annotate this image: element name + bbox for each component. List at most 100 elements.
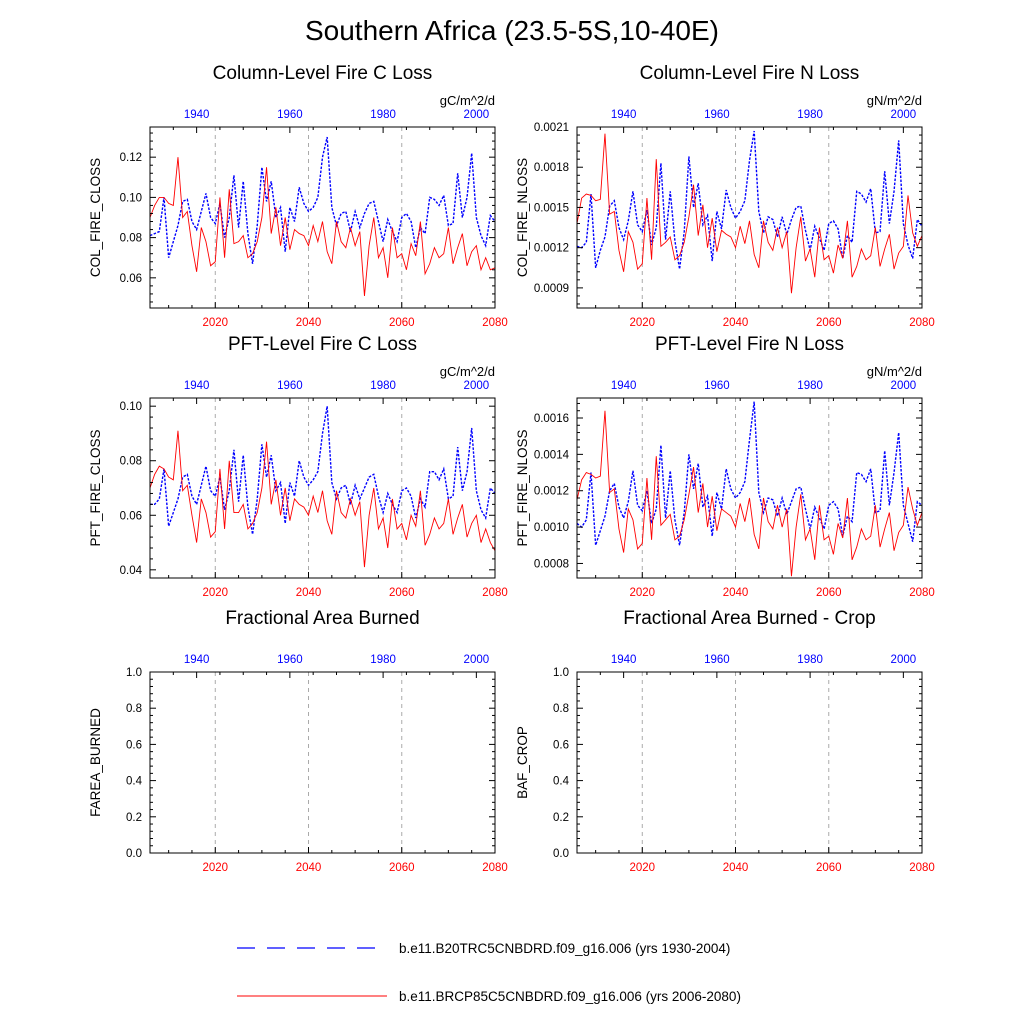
x-tick-label-top: 1960 [704,380,730,392]
x-tick-label-top: 1980 [797,109,823,121]
y-axis-label: FAREA_BURNED [88,708,103,817]
x-tick-label-top: 1980 [797,654,823,666]
x-tick-label-bottom: 2060 [816,587,842,599]
panel-title: Fractional Area Burned - Crop [623,608,875,629]
x-tick-label-bottom: 2040 [296,587,322,599]
y-tick-label: 0.08 [120,233,142,245]
plot-frame [149,671,496,854]
y-tick-label: 0.4 [126,776,143,788]
x-tick-label-bottom: 2040 [723,587,749,599]
y-tick-label: 0.0008 [534,558,569,570]
units-label: gC/m^2/d [440,93,495,108]
series-line-b20trc [576,130,923,270]
y-tick-label: 0.0016 [534,413,569,425]
x-tick-label-bottom: 2080 [482,587,508,599]
series-line-brcp85 [576,133,923,294]
x-tick-label-bottom: 2020 [629,317,655,329]
x-tick-label-top: 2000 [464,380,490,392]
x-tick-label-bottom: 2060 [389,862,415,874]
y-axis-label: PFT_FIRE_NLOSS [515,429,530,546]
x-tick-label-bottom: 2040 [723,862,749,874]
x-tick-label-top: 1980 [797,380,823,392]
y-tick-label: 0.0 [126,848,142,860]
y-tick-label: 0.2 [126,812,142,824]
x-tick-label-top: 2000 [891,654,917,666]
y-tick-label: 0.0009 [534,283,569,295]
plot-frame [576,126,923,309]
chart-panel: Column-Level Fire C Loss gC/m^2/d 2020 2040… [88,63,508,329]
plot-frame [149,397,496,579]
x-tick-label-top: 1940 [184,380,210,392]
x-tick-label-bottom: 2080 [482,317,508,329]
y-tick-label: 0.0010 [534,522,569,534]
x-tick-label-top: 1940 [184,109,210,121]
y-tick-label: 0.2 [553,812,569,824]
y-tick-label: 0.06 [120,273,142,285]
plot-frame [576,671,923,854]
series-line-b20trc [149,136,496,264]
x-tick-label-bottom: 2040 [296,317,322,329]
x-tick-label-top: 2000 [891,109,917,121]
y-tick-label: 0.0012 [534,243,569,255]
x-tick-label-top: 1960 [704,109,730,121]
x-tick-label-bottom: 2040 [296,862,322,874]
x-tick-label-bottom: 2060 [389,317,415,329]
series-line-b20trc [150,406,496,535]
y-tick-label: 0.0021 [534,122,569,134]
x-tick-label-top: 2000 [891,380,917,392]
panel-title: PFT-Level Fire N Loss [655,334,844,355]
y-tick-label: 0.4 [553,776,570,788]
y-tick-label: 0.6 [553,739,569,751]
x-tick-label-top: 1980 [370,109,396,121]
legend-label: b.e11.B20TRC5CNBDRD.f09_g16.006 (yrs 193… [399,941,730,956]
y-tick-label: 0.10 [120,401,142,413]
series-line-brcp85 [149,430,496,568]
panel-title: Column-Level Fire C Loss [213,63,433,84]
y-axis-label: COL_FIRE_NLOSS [515,158,530,277]
y-tick-label: 0.10 [120,192,142,204]
series-line-brcp85 [576,410,923,577]
chart-panel: PFT-Level Fire C Loss gC/m^2/d 2020 2040 206… [88,334,508,599]
y-tick-label: 0.06 [120,510,142,522]
y-axis-label: COL_FIRE_CLOSS [88,158,103,277]
x-tick-label-top: 2000 [464,109,490,121]
x-tick-label-top: 1960 [277,654,303,666]
figure-title: Southern Africa (23.5-5S,10-40E) [305,15,719,46]
chart-panel: Fractional Area Burned - Crop 2020 2040 206… [515,608,935,874]
x-tick-label-bottom: 2080 [909,862,935,874]
y-tick-label: 0.12 [120,152,142,164]
x-tick-label-top: 1960 [704,654,730,666]
x-tick-label-top: 2000 [464,654,490,666]
x-tick-label-bottom: 2020 [629,587,655,599]
legend: b.e11.B20TRC5CNBDRD.f09_g16.006 (yrs 193… [237,941,741,1004]
x-tick-label-top: 1960 [277,109,303,121]
panel-title: PFT-Level Fire C Loss [228,334,417,355]
x-tick-label-bottom: 2040 [723,317,749,329]
y-tick-label: 0.0014 [534,449,570,461]
y-tick-label: 0.04 [120,565,143,577]
panel-title: Fractional Area Burned [225,608,419,629]
units-label: gC/m^2/d [440,364,495,379]
x-tick-label-top: 1960 [277,380,303,392]
series-line-b20trc [576,401,923,546]
panels: Column-Level Fire C Loss gC/m^2/d 2020 2040… [88,63,935,874]
y-tick-label: 0.0015 [534,202,569,214]
plot-frame [576,397,923,579]
series-line-brcp85 [149,157,496,296]
x-tick-label-bottom: 2020 [202,317,228,329]
x-tick-label-bottom: 2080 [909,587,935,599]
y-tick-label: 0.0018 [534,162,569,174]
x-tick-label-top: 1940 [611,654,637,666]
y-axis-label: BAF_CROP [515,726,530,799]
y-tick-label: 0.8 [553,703,569,715]
x-tick-label-bottom: 2020 [202,587,228,599]
plot-frame [149,126,496,309]
x-tick-label-top: 1980 [370,380,396,392]
chart-panel: PFT-Level Fire N Loss gN/m^2/d 2020 2040 206… [515,334,935,599]
y-tick-label: 0.08 [120,456,142,468]
panel-title: Column-Level Fire N Loss [640,63,860,84]
x-tick-label-top: 1940 [184,654,210,666]
y-tick-label: 1.0 [553,667,569,679]
y-tick-label: 0.0 [553,848,569,860]
